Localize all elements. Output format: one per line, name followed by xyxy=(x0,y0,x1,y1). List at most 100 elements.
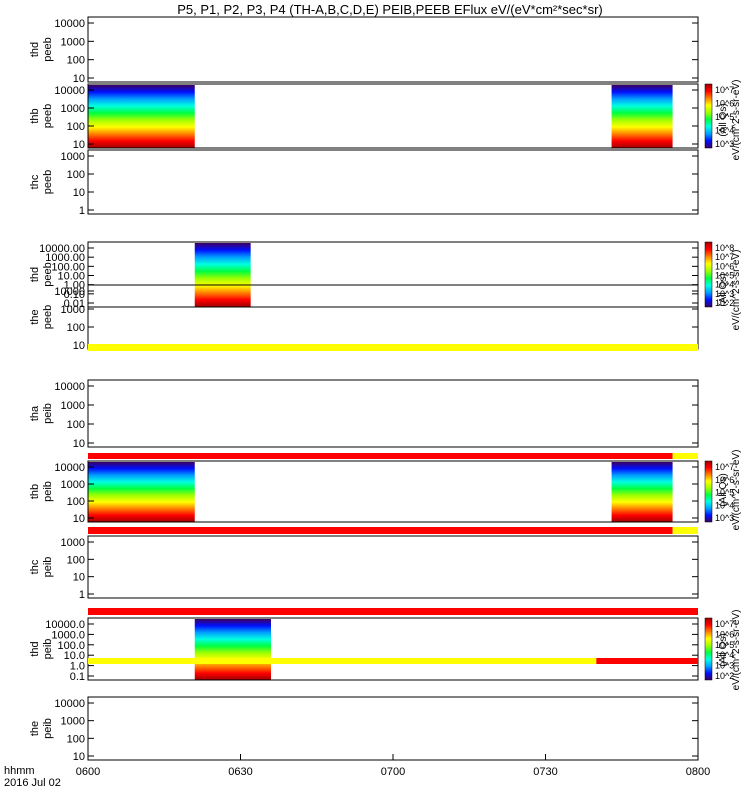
x-tick-label: 0630 xyxy=(228,766,252,778)
y-tick-label: 0.01 xyxy=(64,298,85,310)
panel-frame xyxy=(87,284,699,350)
y-tick-label: 10000 xyxy=(54,462,85,474)
y-tick-label: 100.00 xyxy=(51,261,85,273)
panel-thb-peeb: 10000 1000 100 10 thb peeb 10^7 10^6 10^5 10^4 10^… xyxy=(29,83,734,151)
quality-flag-bar xyxy=(672,527,698,534)
spectrogram-patch xyxy=(611,462,673,522)
colorbar-title: (All Qs) xyxy=(718,633,729,666)
y-tick-label: 1000 xyxy=(61,479,85,491)
y-tick-label: 100 xyxy=(67,496,85,508)
panel-frame xyxy=(87,617,699,681)
x-tick-label: 0800 xyxy=(686,766,710,778)
y-tick-label: 10000 xyxy=(54,286,85,298)
colorbar-tick-label: 10^7 xyxy=(715,85,734,95)
quality-flag-bar xyxy=(88,344,698,351)
y-tick-label: 1 xyxy=(79,205,85,217)
colorbar-tick-label: 10^8 xyxy=(715,243,734,253)
y-tick-label: 10 xyxy=(73,751,85,763)
colorbar-tick-label: 10^3 xyxy=(715,139,734,149)
y-tick-label: 10000 xyxy=(54,18,85,30)
y-tick-label: 100 xyxy=(67,322,85,334)
y-tick-label: 10 xyxy=(73,513,85,525)
panel-label: the xyxy=(29,309,41,324)
spectrogram-patch xyxy=(611,85,673,148)
panel-label: the xyxy=(29,721,41,736)
colorbar-tick-label: 10^2 xyxy=(715,671,734,681)
y-tick-label: 1000 xyxy=(61,304,85,316)
panel-thd-peeb: 10000 1000 100 10 thd peeb xyxy=(29,16,699,85)
spectrogram-patch xyxy=(88,85,195,148)
y-tick-label: 10000 xyxy=(54,698,85,710)
colorbar-tick-label: 10^5 xyxy=(715,488,734,498)
y-tick-label: 1 xyxy=(79,589,85,601)
x-tick-label: 0700 xyxy=(381,766,405,778)
y-tick-label: 100 xyxy=(67,169,85,181)
y-tick-label: 1.00 xyxy=(64,280,85,292)
panel-label: peib xyxy=(42,718,54,739)
panel-label: peib xyxy=(42,481,54,502)
colorbar-tick-label: 10^5 xyxy=(715,271,734,281)
y-tick-label: 10 xyxy=(73,340,85,352)
panel-label: peib xyxy=(42,403,54,424)
colorbar xyxy=(704,617,713,681)
spectrogram-patch xyxy=(194,619,271,680)
colorbar xyxy=(704,83,713,149)
quality-flag-bar xyxy=(672,453,698,459)
y-tick-label: 10.00 xyxy=(57,271,85,283)
y-tick-label: 1000 xyxy=(61,400,85,412)
colorbar-tick-label: 10^6 xyxy=(715,261,734,271)
colorbar-title: eV/(cm^2-s-sr-eV) xyxy=(731,450,742,531)
colorbar-tick-label: 10^4 xyxy=(715,500,734,510)
y-tick-label: 0.10 xyxy=(64,289,85,301)
panel-label: peeb xyxy=(42,37,54,61)
panel-the-peeb: 10000 1000 100 10 the peeb xyxy=(29,284,699,352)
panel-frame xyxy=(87,379,699,448)
panel-tha-peib: 10000 1000 100 10 tha peib xyxy=(29,379,699,459)
y-tick-label: 100 xyxy=(67,554,85,566)
quality-flag-bar xyxy=(88,453,673,459)
y-tick-label: 10 xyxy=(73,572,85,584)
colorbar-tick-label: 10^3 xyxy=(715,289,734,299)
panel-label: peeb xyxy=(42,170,54,194)
quality-flag-bar xyxy=(88,608,698,615)
y-tick-label: 10000 xyxy=(54,85,85,97)
panel-frame xyxy=(87,241,699,308)
colorbar-tick-label: 10^3 xyxy=(715,661,734,671)
panel-the-peib: 10000 1000 100 10 the peib xyxy=(29,696,699,763)
y-tick-label: 100 xyxy=(67,55,85,67)
y-tick-label: 10.0 xyxy=(64,650,85,662)
panel-label: thb xyxy=(29,108,41,123)
colorbar-tick-label: 10^4 xyxy=(715,650,734,660)
colorbar-tick-label: 10^4 xyxy=(715,280,734,290)
y-tick-label: 10 xyxy=(73,438,85,450)
y-tick-label: 100 xyxy=(67,121,85,133)
colorbar-tick-label: 10^5 xyxy=(715,640,734,650)
panel-thc-peeb: 1000 100 10 1 thc peeb xyxy=(29,149,699,217)
x-tick-label: 0730 xyxy=(533,766,557,778)
colorbar-tick-label: 10^6 xyxy=(715,99,734,109)
y-tick-label: 1000 xyxy=(61,537,85,549)
colorbar-tick-label: 10^4 xyxy=(715,126,734,136)
colorbar-title: eV/(cm^2-s-sr-eV) xyxy=(731,610,742,691)
date-label: 2016 Jul 02 xyxy=(4,777,61,789)
y-tick-label: 100.0 xyxy=(57,640,85,652)
x-tick-label: 0600 xyxy=(76,766,100,778)
y-tick-label: 0.1 xyxy=(70,671,85,683)
colorbar-tick-label: 10^7 xyxy=(715,619,734,629)
panel-frame xyxy=(87,460,699,523)
panel-label: thc xyxy=(29,174,41,189)
chart-title: P5, P1, P2, P3, P4 (TH-A,B,C,D,E) PEIB,P… xyxy=(177,2,603,17)
colorbar-tick-label: 10^2 xyxy=(715,298,734,308)
y-tick-label: 1000 xyxy=(61,36,85,48)
y-tick-label: 10 xyxy=(73,139,85,151)
panel-label: peeb xyxy=(42,305,54,329)
y-tick-label: 10000 xyxy=(54,381,85,393)
panel-frame xyxy=(87,83,699,149)
y-tick-label: 10000.00 xyxy=(39,243,85,255)
panel-label: peeb xyxy=(42,104,54,128)
colorbar-title: eV/(cm^2-s-sr-eV) xyxy=(731,250,742,331)
panel-label: thc xyxy=(29,559,41,574)
